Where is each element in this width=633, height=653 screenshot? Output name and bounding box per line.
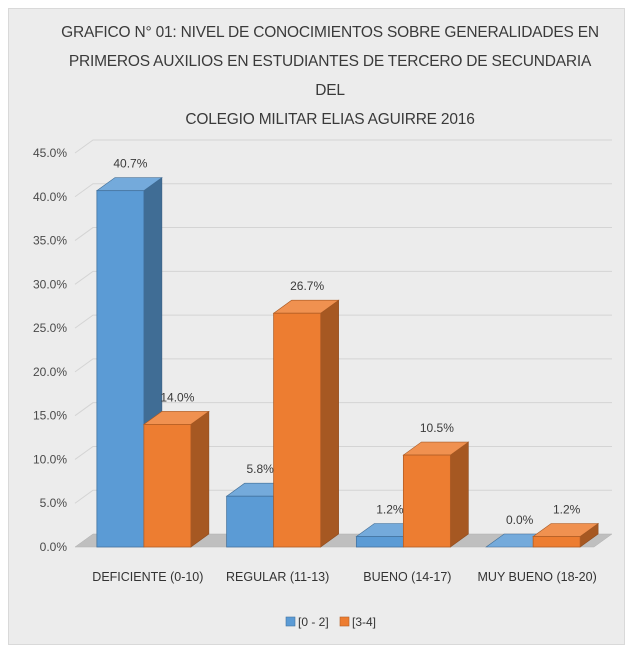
y-tick-label: 20.0% <box>33 365 67 379</box>
legend-label: [0 - 2] <box>298 615 329 629</box>
bar-front <box>273 312 322 548</box>
bar-side <box>190 410 210 548</box>
data-label: 1.2% <box>376 502 404 516</box>
category-label: MUY BUENO (18-20) <box>478 570 597 584</box>
data-label: 1.2% <box>553 502 581 516</box>
chart-title-line-1: GRAFICO N° 01: NIVEL DE CONOCIMIENTOS SO… <box>61 24 599 41</box>
bar-series-b <box>142 410 210 548</box>
chart-title-line-2: PRIMEROS AUXILIOS EN ESTUDIANTES DE TERC… <box>68 53 592 99</box>
bar-front <box>226 495 275 548</box>
bar-front <box>96 190 145 548</box>
y-tick-label: 40.0% <box>33 190 67 204</box>
y-tick-label: 5.0% <box>40 496 68 510</box>
data-label: 14.0% <box>160 390 194 404</box>
data-label: 0.0% <box>506 513 534 527</box>
bar-front <box>143 424 192 548</box>
data-label: 5.8% <box>246 462 274 476</box>
gridline <box>74 358 612 373</box>
bar-front <box>532 536 581 548</box>
category-label: DEFICIENTE (0-10) <box>92 570 203 584</box>
gridline <box>74 183 612 198</box>
category-label: BUENO (14-17) <box>363 570 451 584</box>
data-label: 40.7% <box>113 157 147 171</box>
y-tick-label: 45.0% <box>33 146 67 160</box>
bar-side <box>320 299 339 548</box>
y-tick-label: 10.0% <box>33 452 67 466</box>
category-label: REGULAR (11-13) <box>226 570 329 584</box>
y-tick-label: 25.0% <box>33 321 67 335</box>
gridline <box>74 227 612 241</box>
bar-series-b <box>532 522 600 548</box>
y-tick-label: 30.0% <box>33 277 67 291</box>
data-label: 26.7% <box>290 279 324 293</box>
gridline <box>74 270 612 285</box>
chart-title-line-3: COLEGIO MILITAR ELIAS AGUIRRE 2016 <box>185 111 475 128</box>
gridline <box>74 314 612 329</box>
legend-label: [3-4] <box>352 615 376 629</box>
y-tick-label: 0.0% <box>40 540 68 554</box>
bar-front <box>402 454 451 548</box>
y-tick-label: 35.0% <box>33 234 67 248</box>
legend-swatch <box>285 616 296 627</box>
gridline <box>74 402 612 417</box>
chart-title: GRAFICO N° 01: NIVEL DE CONOCIMIENTOS SO… <box>60 18 600 134</box>
bar-front <box>355 536 404 548</box>
bar-series-b <box>402 441 470 548</box>
data-label: 10.5% <box>420 421 454 435</box>
bar-series-b <box>272 299 340 548</box>
legend-swatch <box>339 616 350 627</box>
gridline <box>74 139 612 154</box>
y-tick-label: 15.0% <box>33 409 67 423</box>
bar-side <box>450 441 469 548</box>
